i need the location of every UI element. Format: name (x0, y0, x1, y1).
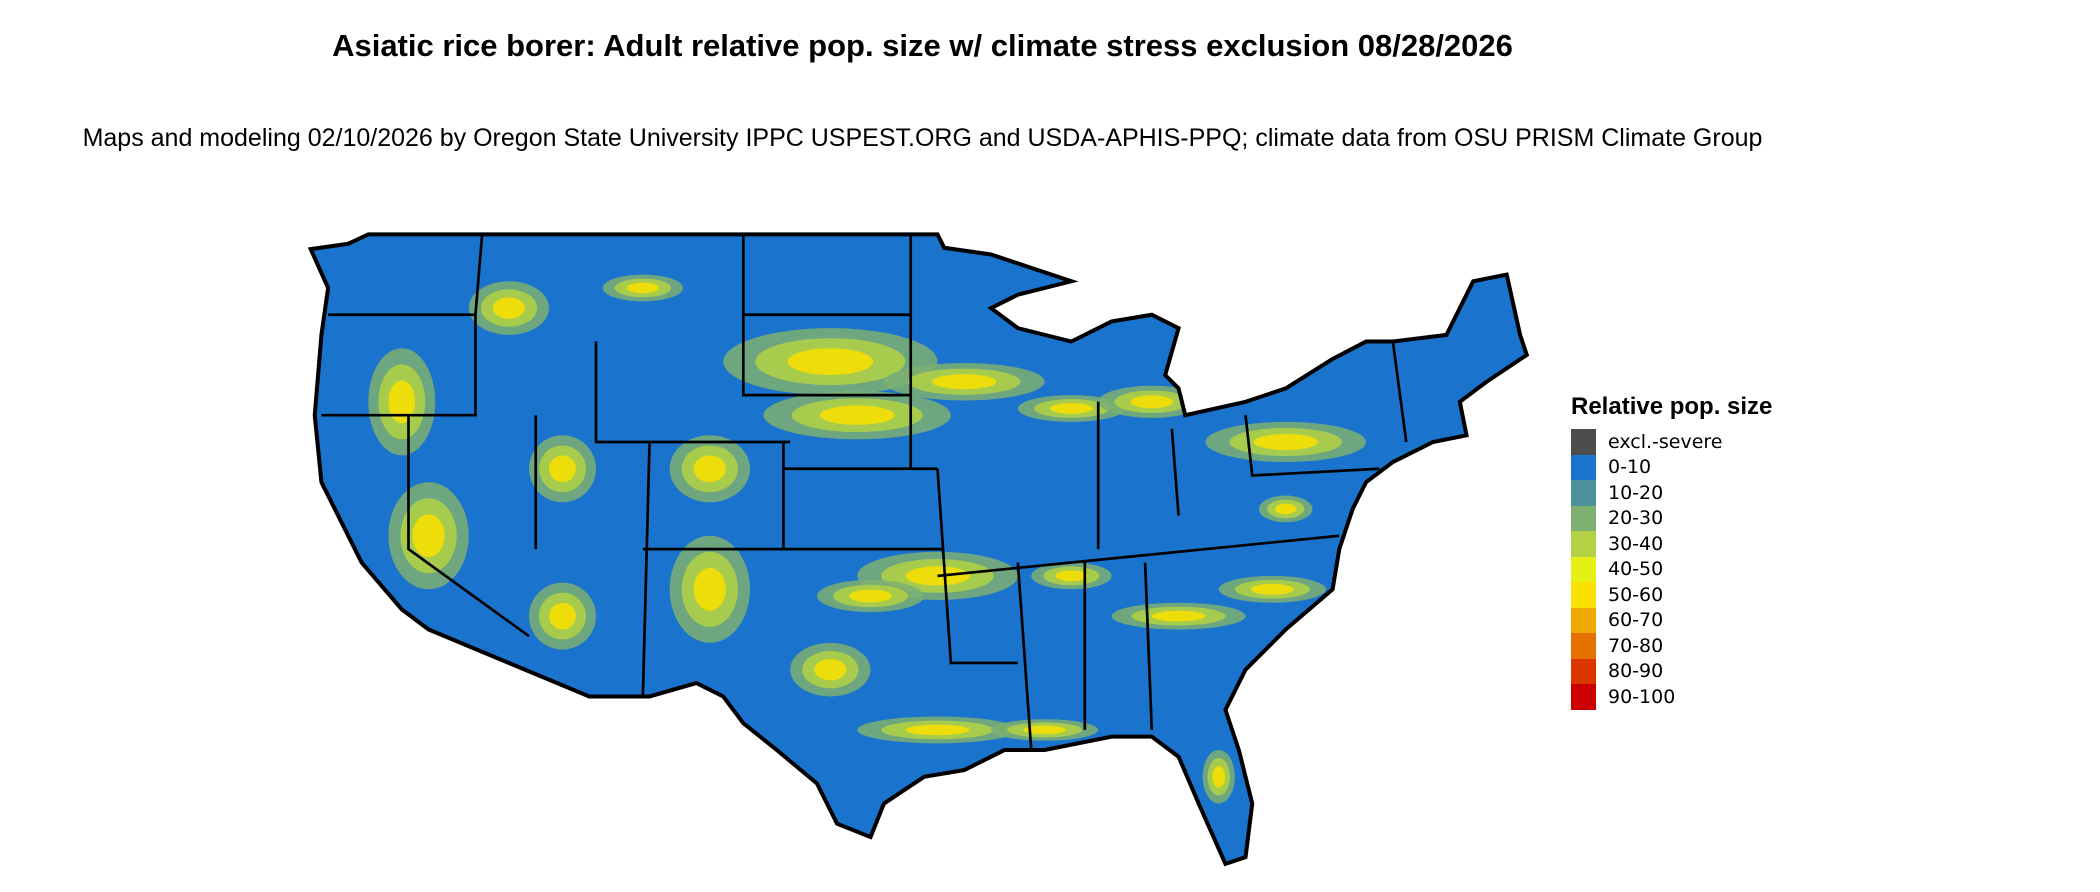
suitability-patch (626, 282, 659, 294)
state-borders (321, 234, 1408, 751)
suitability-patch (549, 602, 576, 630)
suitability-patch (412, 514, 445, 558)
legend-item: 10-20 (1571, 480, 1772, 506)
legend-item: 60-70 (1571, 607, 1772, 633)
legend-label: 30-40 (1608, 532, 1664, 555)
legend-label: 0-10 (1608, 456, 1652, 479)
suitability-patch (549, 455, 576, 483)
suitability-patch (1250, 583, 1294, 595)
suitability-patch (787, 348, 874, 376)
legend-swatch (1571, 556, 1596, 582)
legend-label: 80-90 (1608, 660, 1664, 683)
suitability-patch (1151, 610, 1206, 622)
legend-label: excl.-severe (1608, 430, 1723, 453)
legend-item: 0-10 (1571, 454, 1772, 480)
legend: Relative pop. size excl.-severe 0-10 10-20… (1571, 393, 1772, 710)
suitability-patch (492, 297, 525, 319)
legend-label: 70-80 (1608, 634, 1664, 657)
state-border (1391, 341, 1408, 443)
state-border (641, 441, 651, 697)
state-border (1244, 415, 1380, 477)
suitability-patch (693, 455, 726, 483)
legend-item: 20-30 (1571, 505, 1772, 531)
suitability-patch (1050, 403, 1093, 414)
suitability-patch (1130, 395, 1174, 409)
state-border (1170, 428, 1180, 516)
legend-label: 10-20 (1608, 481, 1664, 504)
suitability-patch (1055, 570, 1088, 582)
legend-item: 50-60 (1571, 582, 1772, 608)
legend-swatch (1571, 633, 1596, 659)
state-border (1143, 562, 1154, 730)
legend-swatch (1571, 505, 1596, 531)
national-border (307, 232, 1530, 867)
state-border (321, 314, 477, 417)
state-border (594, 341, 791, 444)
state-border (936, 468, 1018, 665)
legend-swatch (1571, 684, 1596, 710)
suitability-patch (1253, 433, 1318, 451)
legend-item: excl.-severe (1571, 429, 1772, 455)
legend-swatch (1571, 582, 1596, 608)
legend-swatch (1571, 480, 1596, 506)
legend-swatch (1571, 607, 1596, 633)
state-border (407, 415, 530, 638)
legend-swatch (1571, 531, 1596, 557)
legend-title: Relative pop. size (1571, 393, 1773, 420)
suitability-patch (693, 567, 726, 611)
map-title: Asiatic rice borer: Adult relative pop. … (332, 28, 1513, 63)
suitability-patch (814, 658, 847, 681)
legend-label: 90-100 (1608, 685, 1676, 708)
suitability-patch (849, 589, 892, 603)
suitability-patch (905, 724, 970, 736)
legend-item: 70-80 (1571, 633, 1772, 659)
legend-item: 80-90 (1571, 658, 1772, 684)
suitability-patch (388, 380, 416, 424)
suitability-patch (819, 405, 895, 425)
legend-item: 30-40 (1571, 531, 1772, 557)
legend-label: 50-60 (1608, 583, 1664, 606)
suitability-patch (1275, 503, 1297, 515)
suitability-patch (1212, 766, 1226, 788)
state-border (741, 234, 911, 397)
legend-label: 60-70 (1608, 609, 1664, 632)
legend-item: 90-100 (1571, 684, 1772, 710)
map-subtitle: Maps and modeling 02/10/2026 by Oregon S… (82, 124, 1763, 152)
state-border (937, 534, 1340, 578)
legend-item: 40-50 (1571, 556, 1772, 582)
legend-swatch (1571, 454, 1596, 480)
legend-label: 20-30 (1608, 507, 1664, 530)
state-border (1016, 562, 1033, 751)
suitability-patch (932, 374, 997, 390)
legend-swatch (1571, 658, 1596, 684)
legend-label: 40-50 (1608, 558, 1664, 581)
suitability-patch (1023, 725, 1067, 735)
legend-swatch (1571, 429, 1596, 455)
